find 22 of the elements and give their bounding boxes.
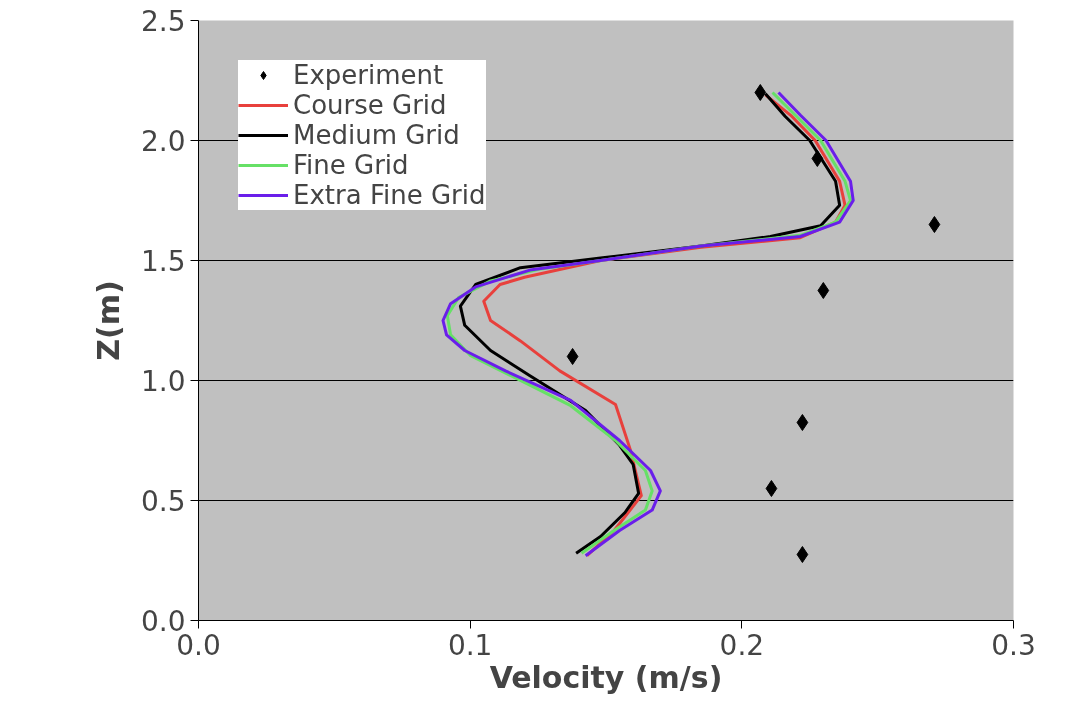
legend-label: Experiment	[293, 60, 444, 90]
y-tick-label: 1.5	[140, 245, 186, 278]
point	[817, 282, 830, 299]
y-tick-label: 0.5	[140, 485, 186, 518]
x-tick-label: 0.2	[719, 628, 765, 662]
legend-label: Medium Grid	[293, 120, 460, 150]
point	[796, 546, 809, 563]
point	[754, 84, 767, 101]
legend-label: Fine Grid	[293, 150, 409, 180]
y-axis-title: Z(m)	[90, 280, 126, 361]
x-tick-label: 0.3	[991, 628, 1036, 662]
y-tick-label: 2.5	[140, 5, 186, 38]
x-tick-label: 0.1	[447, 628, 493, 662]
y-tick-label: 1.0	[140, 365, 186, 398]
legend-label: Course Grid	[293, 90, 447, 120]
point	[928, 216, 941, 233]
y-tick-label: 2.0	[140, 125, 186, 158]
x-axis-title: Velocity (m/s)	[489, 659, 723, 695]
legend-label: Extra Fine Grid	[293, 180, 486, 210]
point	[796, 414, 809, 431]
point	[765, 480, 778, 497]
point	[566, 348, 579, 365]
